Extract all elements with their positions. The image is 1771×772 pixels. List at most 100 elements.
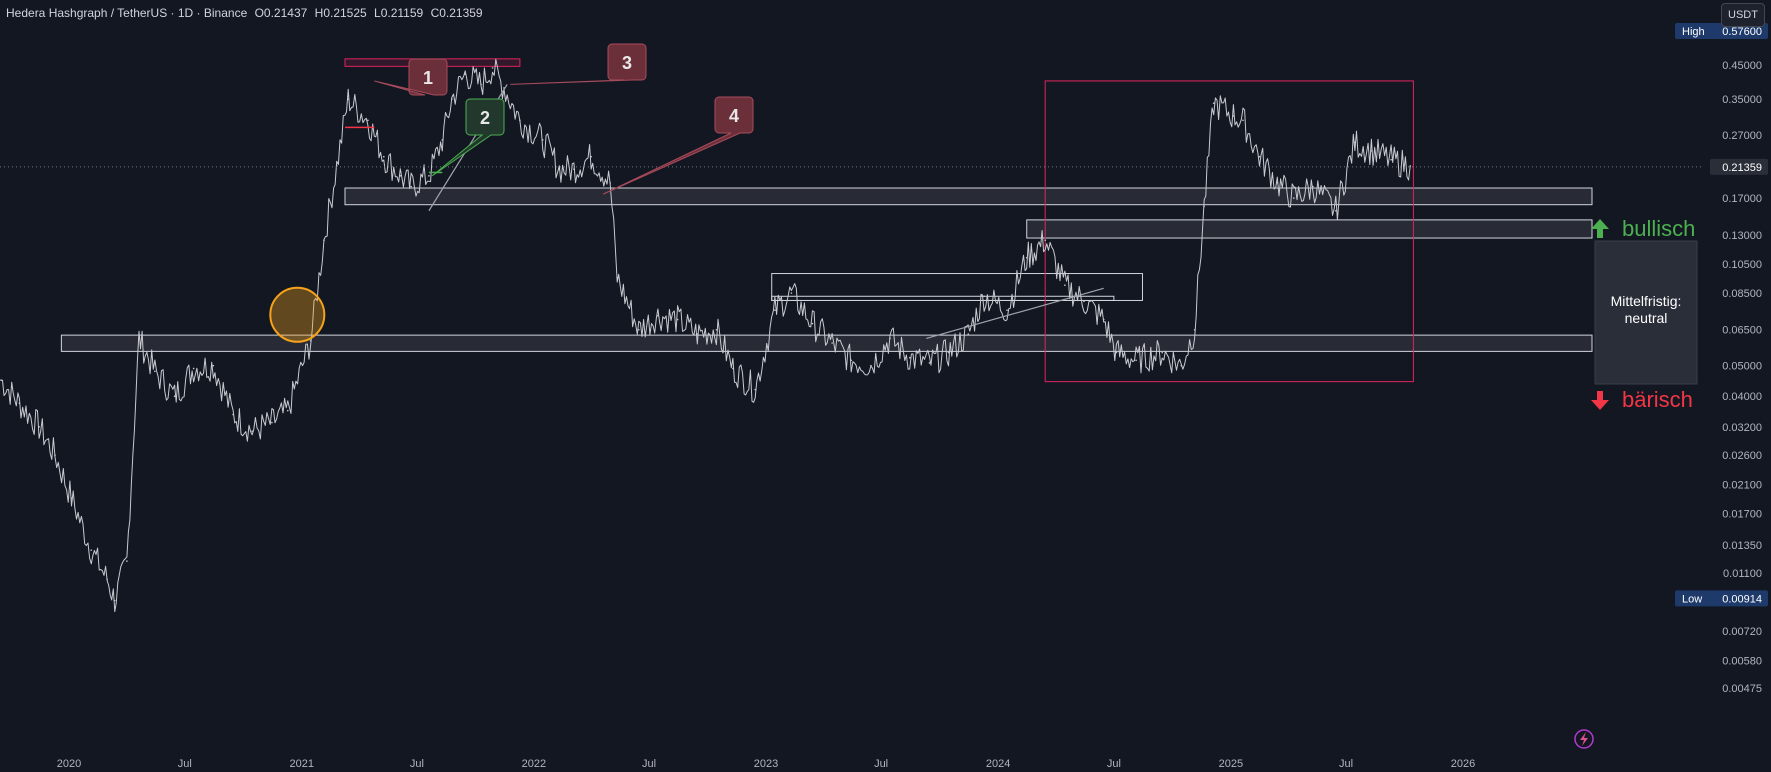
y-tick-label: 0.05000: [1722, 361, 1762, 373]
price-point: [1293, 197, 1295, 199]
price-point: [590, 155, 592, 158]
price-point: [106, 578, 108, 581]
price-point: [1025, 256, 1028, 259]
price-point: [774, 309, 776, 311]
resistance-zone-mid: [1026, 219, 1593, 239]
y-tick-label: 0.00720: [1722, 626, 1762, 638]
y-tick-label: 0.10500: [1722, 259, 1762, 271]
price-point: [657, 314, 659, 317]
callout-3: 3: [510, 43, 647, 85]
price-point: [715, 328, 718, 331]
currency-button[interactable]: USDT: [1721, 3, 1765, 27]
x-tick-label: 2026: [1451, 758, 1475, 770]
price-point: [399, 175, 402, 177]
price-point: [38, 425, 40, 428]
high-badge-label: High: [1682, 26, 1705, 38]
price-point: [616, 276, 618, 279]
price-point: [831, 342, 833, 344]
x-tick-label: Jul: [410, 758, 424, 770]
lightning-icon: [1574, 729, 1594, 749]
annotations-layer: 1 2 3 4 Mittelfristig:neutral bullisch bärisch: [0, 43, 1702, 749]
bearish-arrow-icon: [1591, 391, 1609, 410]
price-point: [609, 182, 611, 184]
callout-bubble: [602, 96, 754, 195]
neutral-label-2: neutral: [1625, 310, 1668, 326]
breakout-circle: [269, 286, 326, 343]
price-point: [113, 599, 116, 602]
y-tick-label: 0.01350: [1722, 540, 1762, 552]
price-point: [286, 409, 289, 412]
price-point: [1180, 364, 1183, 367]
x-tick-label: Jul: [1107, 758, 1121, 770]
price-point: [811, 322, 814, 325]
price-point: [541, 139, 544, 141]
price-point: [676, 318, 679, 321]
zones-layer: [60, 58, 1593, 383]
price-point: [480, 83, 482, 86]
callout-bubble: [510, 43, 647, 85]
y-tick-label: 0.17000: [1722, 193, 1762, 205]
price-point: [1135, 359, 1137, 362]
symbol-header[interactable]: Hedera Hashgraph / TetherUS · 1D · Binan…: [6, 6, 487, 20]
callout-label: 3: [622, 53, 632, 73]
ohlc-open: O0.21437: [254, 6, 308, 20]
y-tick-label: 0.00580: [1722, 656, 1762, 668]
y-tick-label: 0.08500: [1722, 288, 1762, 300]
callout-bubble: [431, 98, 505, 177]
lightning-bolt-icon: [1580, 732, 1588, 746]
x-tick-label: Jul: [1339, 758, 1353, 770]
y-tick-label: 0.02100: [1722, 479, 1762, 491]
price-point: [850, 359, 853, 362]
price-point: [367, 119, 369, 122]
low-badge: Low 0.00914: [1675, 590, 1768, 607]
price-point: [908, 356, 911, 359]
price-point: [1115, 351, 1118, 354]
high-badge: High 0.57600: [1675, 23, 1768, 39]
price-point: [335, 165, 338, 167]
price-point: [138, 337, 140, 340]
last-price-badge: 0.21359: [1710, 158, 1768, 175]
price-point: [1232, 115, 1235, 117]
y-tick-label: 0.04000: [1722, 391, 1762, 403]
y-tick-label: 0.03200: [1722, 422, 1762, 434]
last-price-badge-value: 0.21359: [1722, 162, 1762, 174]
price-point: [1312, 185, 1314, 188]
price-point: [1390, 158, 1392, 161]
price-point: [790, 292, 793, 294]
x-tick-label: 2021: [290, 758, 314, 770]
price-point: [0, 379, 2, 381]
price-point: [1161, 351, 1163, 354]
bullish-arrow-icon: [1591, 219, 1609, 238]
price-point: [1335, 209, 1337, 212]
price-point: [947, 351, 950, 354]
callout-1: 1: [374, 58, 448, 96]
low-badge-label: Low: [1682, 593, 1702, 605]
price-point: [1242, 119, 1244, 122]
y-tick-label: 0.01100: [1723, 568, 1762, 580]
time-axis[interactable]: 2020 Jul 2021 Jul 2022 Jul 2023 Jul 2024 Jul 2025 J…: [57, 758, 1475, 770]
price-point: [1102, 318, 1105, 321]
price-point: [732, 367, 734, 370]
price-point: [271, 421, 273, 424]
price-point: [382, 155, 385, 158]
price-point: [309, 339, 312, 342]
trendline-2024: [926, 287, 1104, 340]
price-point: [232, 413, 234, 416]
y-tick-label: 0.45000: [1722, 60, 1762, 72]
price-point: [573, 168, 575, 170]
callout-4: 4: [602, 96, 754, 195]
support-zone-high: [344, 187, 1593, 206]
y-tick-label: 0.35000: [1722, 94, 1762, 106]
range-outline-inner: [771, 295, 1115, 301]
price-point: [323, 239, 325, 242]
price-point: [1370, 150, 1373, 152]
y-tick-label: 0.06500: [1722, 325, 1762, 337]
price-point: [870, 364, 872, 367]
price-point: [638, 328, 640, 331]
ohlc-close: C0.21359: [430, 6, 483, 20]
price-point: [1083, 300, 1085, 303]
price-point: [491, 67, 494, 69]
price-point: [251, 430, 253, 432]
price-axis[interactable]: 0.45000 0.35000 0.27000 0.17000 0.13000 0.105…: [1675, 23, 1768, 695]
